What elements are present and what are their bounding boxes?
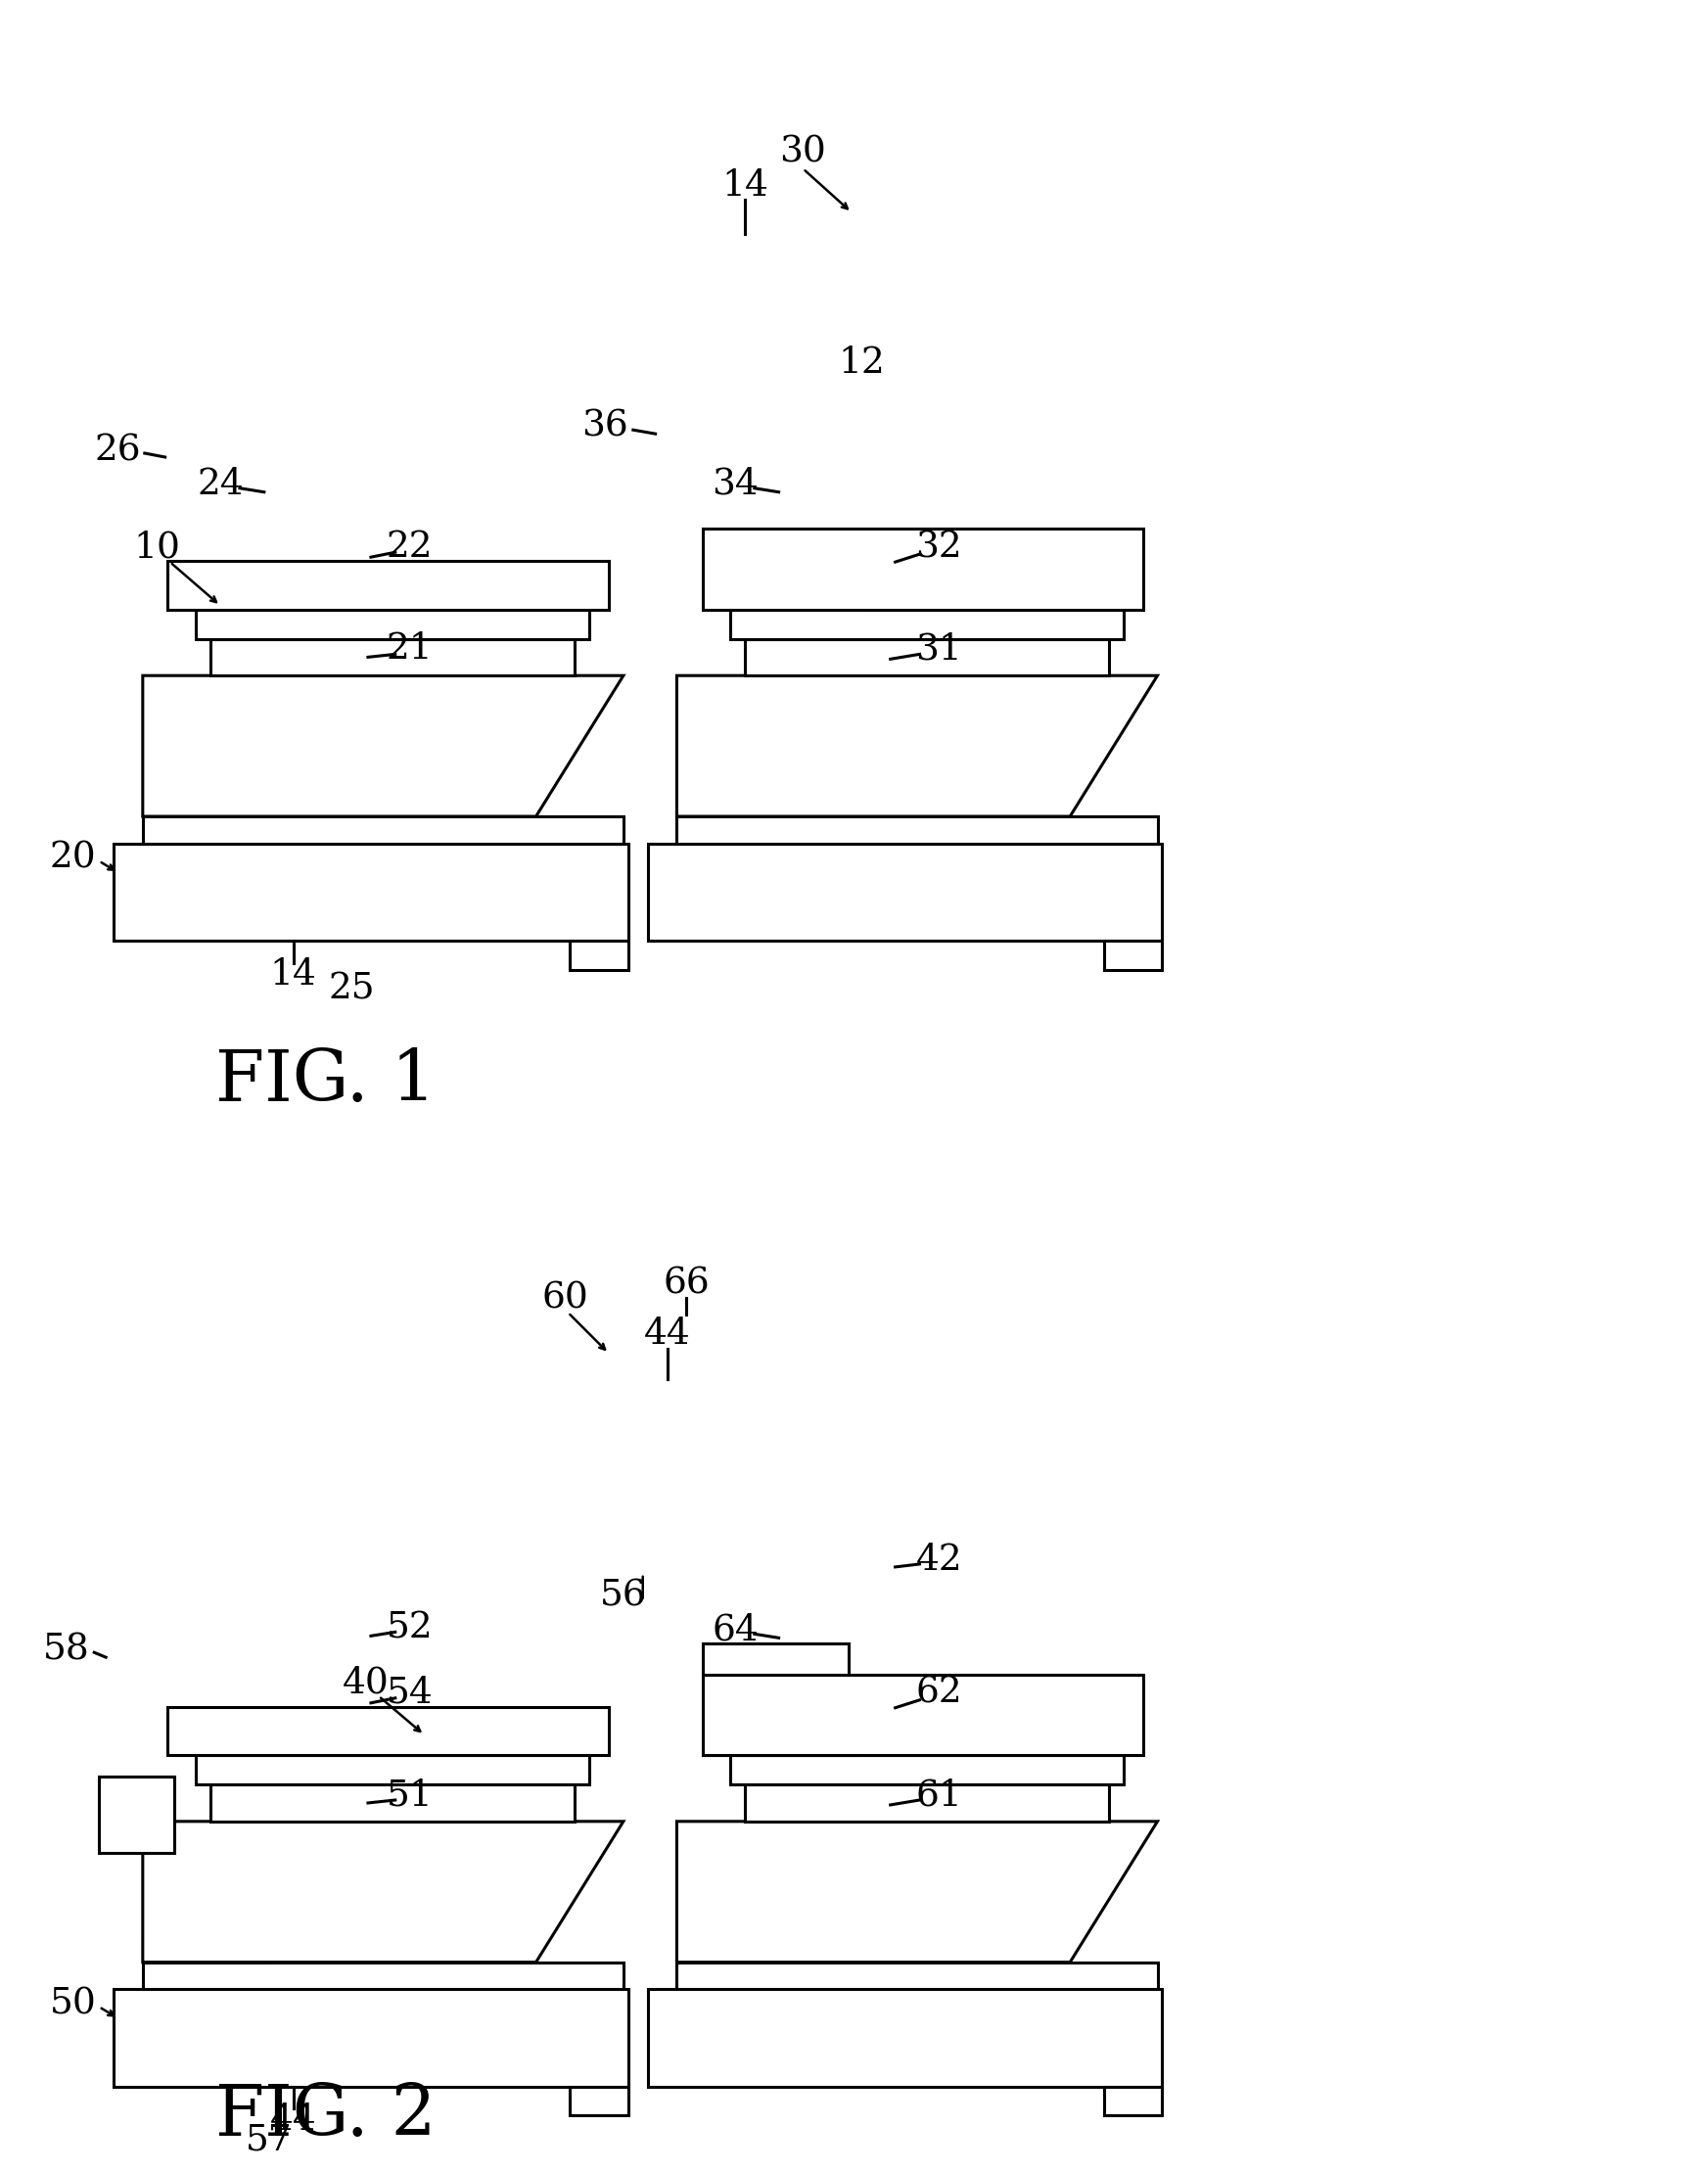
Polygon shape <box>731 1756 1124 1785</box>
Polygon shape <box>114 845 629 940</box>
Text: 21: 21 <box>386 632 434 666</box>
Polygon shape <box>704 1674 1143 1756</box>
Text: 26: 26 <box>94 432 140 469</box>
Polygon shape <box>731 610 1124 638</box>
Polygon shape <box>99 1776 174 1852</box>
Polygon shape <box>704 530 1143 610</box>
Text: 58: 58 <box>43 1633 89 1667</box>
Text: FIG. 1: FIG. 1 <box>215 1046 436 1116</box>
Text: 60: 60 <box>541 1281 589 1316</box>
Polygon shape <box>196 1756 589 1785</box>
Text: FIG. 2: FIG. 2 <box>215 2082 437 2149</box>
Text: 56: 56 <box>600 1578 647 1613</box>
Polygon shape <box>705 536 856 610</box>
Text: 30: 30 <box>779 135 827 169</box>
Text: 52: 52 <box>386 1611 434 1646</box>
Polygon shape <box>143 1821 623 1963</box>
Polygon shape <box>143 675 623 816</box>
Text: 50: 50 <box>50 1986 96 2021</box>
Text: 31: 31 <box>915 632 962 666</box>
Polygon shape <box>210 638 576 675</box>
Polygon shape <box>676 675 1158 816</box>
Text: 42: 42 <box>915 1544 962 1578</box>
Polygon shape <box>210 1785 576 1821</box>
Polygon shape <box>745 1785 1108 1821</box>
Polygon shape <box>114 1989 629 2086</box>
Polygon shape <box>167 1706 608 1756</box>
Text: 24: 24 <box>196 467 244 502</box>
Polygon shape <box>676 1963 1158 1989</box>
Text: 25: 25 <box>328 973 374 1007</box>
Polygon shape <box>1103 2086 1163 2115</box>
Polygon shape <box>143 816 623 845</box>
Text: 14: 14 <box>721 169 769 204</box>
Text: 40: 40 <box>343 1665 389 1702</box>
Text: 34: 34 <box>712 467 758 502</box>
Polygon shape <box>570 940 629 970</box>
Text: 44: 44 <box>270 2104 316 2138</box>
Text: 66: 66 <box>663 1266 711 1300</box>
Polygon shape <box>745 638 1108 675</box>
Text: 44: 44 <box>644 1316 690 1353</box>
Polygon shape <box>167 560 608 610</box>
Text: 20: 20 <box>50 840 96 875</box>
Polygon shape <box>647 845 1163 940</box>
Polygon shape <box>676 1821 1158 1963</box>
Text: 62: 62 <box>915 1676 962 1711</box>
Text: 51: 51 <box>386 1778 434 1813</box>
Polygon shape <box>143 1963 623 1989</box>
Polygon shape <box>705 1683 856 1756</box>
Polygon shape <box>704 1643 849 1674</box>
Text: 64: 64 <box>712 1613 758 1648</box>
Text: 61: 61 <box>915 1778 962 1813</box>
Text: 57: 57 <box>246 2123 292 2158</box>
Text: 12: 12 <box>839 345 885 380</box>
Polygon shape <box>676 816 1158 845</box>
Polygon shape <box>570 2086 629 2115</box>
Text: 32: 32 <box>915 530 962 564</box>
Text: 36: 36 <box>581 408 629 443</box>
Text: 22: 22 <box>386 530 434 564</box>
Polygon shape <box>1103 940 1163 970</box>
Text: 14: 14 <box>270 957 316 992</box>
Text: 10: 10 <box>133 530 181 564</box>
Polygon shape <box>196 610 589 638</box>
Text: 54: 54 <box>386 1676 434 1711</box>
Polygon shape <box>647 1989 1163 2086</box>
Polygon shape <box>143 1939 268 1963</box>
